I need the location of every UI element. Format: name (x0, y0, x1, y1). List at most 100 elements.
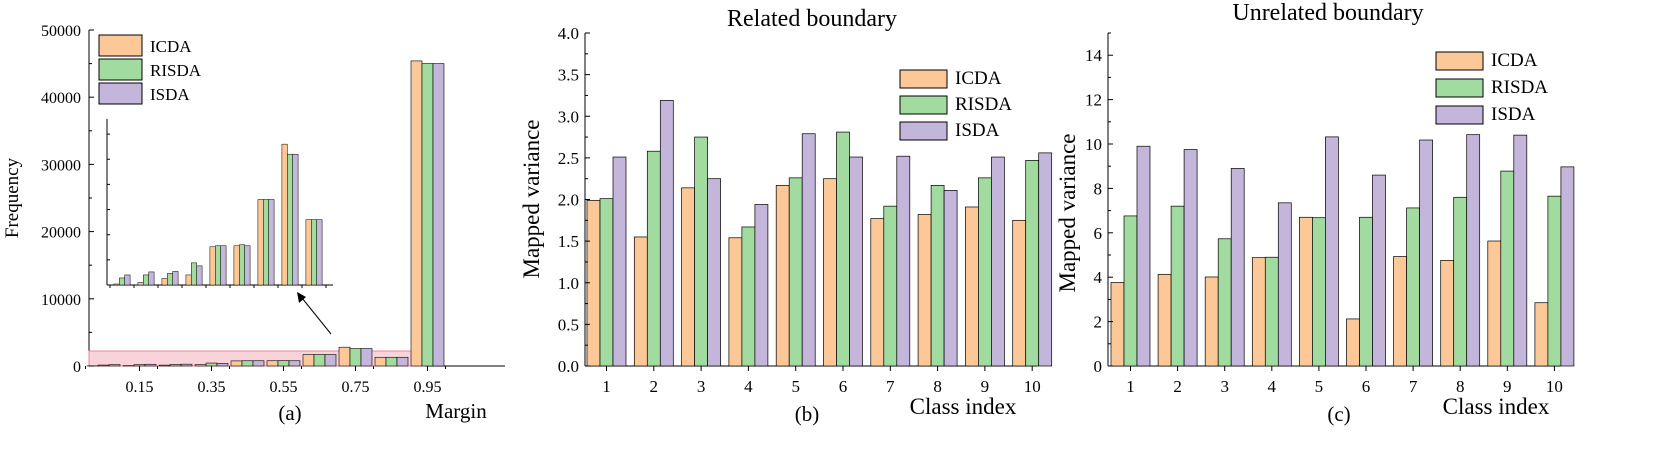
legend-label-isda: ISDA (150, 85, 190, 104)
c-y-tick-label: 8 (1094, 179, 1103, 198)
a-x-tick-label: 0.15 (126, 379, 154, 396)
panel-a-x-ticks: 0.15 0.35 0.55 0.75 0.95 (85, 366, 446, 396)
a-x-tick-label: 0.75 (342, 379, 370, 396)
inset-bar-isda-0.55 (244, 245, 251, 286)
legend-label-risda: RISDA (1491, 77, 1548, 98)
legend-label-risda: RISDA (150, 61, 202, 80)
bar-c-isda-class-9 (1513, 134, 1528, 367)
legend-swatch-isda (899, 121, 948, 141)
inset-bar-icda-0.35 (185, 274, 192, 286)
bar-c-icda-class-9 (1487, 240, 1502, 367)
legend-swatch-risda (899, 95, 948, 115)
panel-c-y-axis-label: Mapped variance (1055, 133, 1080, 292)
bar-a-risda-0.05 (97, 364, 110, 367)
bar-c-risda-class-3 (1217, 238, 1232, 367)
legend-swatch-risda (1435, 78, 1484, 98)
inset-bar-risda-0.75 (287, 153, 293, 286)
bar-a-risda-0.85 (385, 356, 398, 367)
panel-c-x-axis-label: Class index (1443, 394, 1550, 419)
panel-a-x-axis-label: Margin (425, 399, 487, 423)
panel-a-y-axis-label: Frequency (2, 157, 23, 238)
inset-bar-isda-0.35 (196, 265, 203, 286)
inset-bar-risda-0.05 (119, 277, 125, 286)
bar-c-isda-class-2 (1183, 149, 1198, 367)
inset-bar-isda-0.25 (172, 271, 179, 286)
panel-a-inset-ticks (107, 133, 327, 288)
panel-a-y-ticks: 0 10000 20000 30000 40000 50000 (41, 23, 94, 376)
panel-b-legend: ICDA RISDA ISDA (899, 68, 1012, 141)
bar-b-isda-class-10 (1038, 152, 1053, 367)
panel-a-inset-zoom (106, 119, 333, 288)
bar-a-icda-0.45 (230, 360, 243, 367)
bar-b-risda-class-1 (599, 198, 614, 367)
panel-a-inset-arrow-line (301, 297, 332, 335)
inset-bar-icda-0.45 (209, 246, 216, 286)
panel-b-title: Related boundary (727, 6, 897, 32)
b-y-tick-label: 1.0 (558, 274, 579, 293)
b-y-tick-label: 0.5 (558, 315, 579, 334)
a-y-tick-label: 20000 (41, 225, 81, 242)
bar-b-risda-class-10 (1025, 160, 1040, 367)
panel-b-x-ticks: 1 2 3 4 5 6 7 8 9 10 (602, 366, 1041, 396)
bar-b-isda-class-9 (991, 156, 1005, 367)
bar-a-icda-0.85 (374, 356, 387, 367)
bar-c-icda-class-3 (1204, 276, 1219, 367)
a-y-tick-label: 10000 (41, 292, 81, 309)
bar-a-icda-0.95 (410, 60, 423, 367)
inset-bar-icda-0.25 (161, 278, 168, 286)
inset-bar-risda-0.35 (191, 262, 197, 286)
legend-label-icda: ICDA (955, 68, 1002, 89)
c-x-tick-label: 6 (1362, 377, 1371, 396)
c-x-tick-label: 7 (1409, 377, 1418, 396)
bar-c-icda-class-8 (1440, 259, 1455, 367)
b-x-tick-label: 7 (886, 377, 895, 396)
legend-swatch-icda (899, 69, 948, 89)
b-x-tick-label: 10 (1024, 377, 1041, 396)
bar-a-isda-0.35 (216, 363, 229, 367)
bar-b-isda-class-4 (754, 204, 769, 367)
a-y-tick-label: 40000 (41, 90, 81, 107)
inset-bar-risda-0.15 (143, 274, 149, 286)
bar-b-risda-class-5 (788, 177, 803, 367)
a-y-tick-label: 0 (73, 359, 81, 376)
bar-c-risda-class-9 (1500, 170, 1515, 367)
bar-c-icda-class-5 (1299, 216, 1313, 367)
c-y-tick-label: 12 (1085, 91, 1102, 110)
bar-b-risda-class-7 (883, 205, 898, 367)
b-y-tick-label: 2.0 (558, 191, 579, 210)
bar-a-isda-0.15 (144, 363, 157, 367)
bar-b-risda-class-3 (694, 136, 708, 367)
legend-label-icda: ICDA (150, 37, 192, 56)
bar-c-risda-class-4 (1264, 256, 1279, 367)
legend-swatch-isda (1435, 105, 1484, 125)
legend-swatch-icda (1435, 51, 1484, 71)
bar-c-icda-class-7 (1393, 256, 1407, 367)
bar-a-isda-0.55 (288, 360, 301, 367)
bar-b-icda-class-10 (1012, 219, 1027, 367)
bar-b-icda-class-7 (870, 218, 885, 367)
bar-a-risda-0.75 (349, 348, 362, 367)
legend-swatch-icda (98, 34, 143, 57)
c-y-tick-label: 6 (1094, 224, 1103, 243)
inset-bar-risda-0.45 (215, 245, 221, 286)
bar-b-icda-class-4 (728, 237, 743, 367)
bar-b-isda-class-2 (659, 100, 674, 367)
bar-b-isda-class-7 (896, 155, 911, 367)
bar-a-icda-0.25 (158, 364, 171, 367)
c-x-tick-label: 8 (1456, 377, 1465, 396)
panel-c-x-ticks: 1 2 3 4 5 6 7 8 9 10 (1126, 366, 1563, 396)
bar-b-isda-class-5 (801, 133, 816, 367)
panel-a-legend: ICDA RISDA ISDA (98, 34, 202, 105)
b-x-tick-label: 3 (697, 377, 706, 396)
panel-a-bars (86, 60, 445, 367)
a-x-tick-label: 0.95 (414, 379, 442, 396)
a-x-tick-label: 0.35 (198, 379, 226, 396)
inset-bar-icda-0.15 (137, 282, 144, 286)
bar-c-isda-class-10 (1560, 166, 1575, 367)
bar-c-risda-class-6 (1359, 216, 1373, 367)
bar-c-isda-class-1 (1136, 145, 1151, 367)
bar-c-icda-class-10 (1534, 302, 1549, 367)
panel-c-legend: ICDA RISDA ISDA (1435, 50, 1548, 125)
bar-a-isda-0.65 (324, 354, 337, 367)
